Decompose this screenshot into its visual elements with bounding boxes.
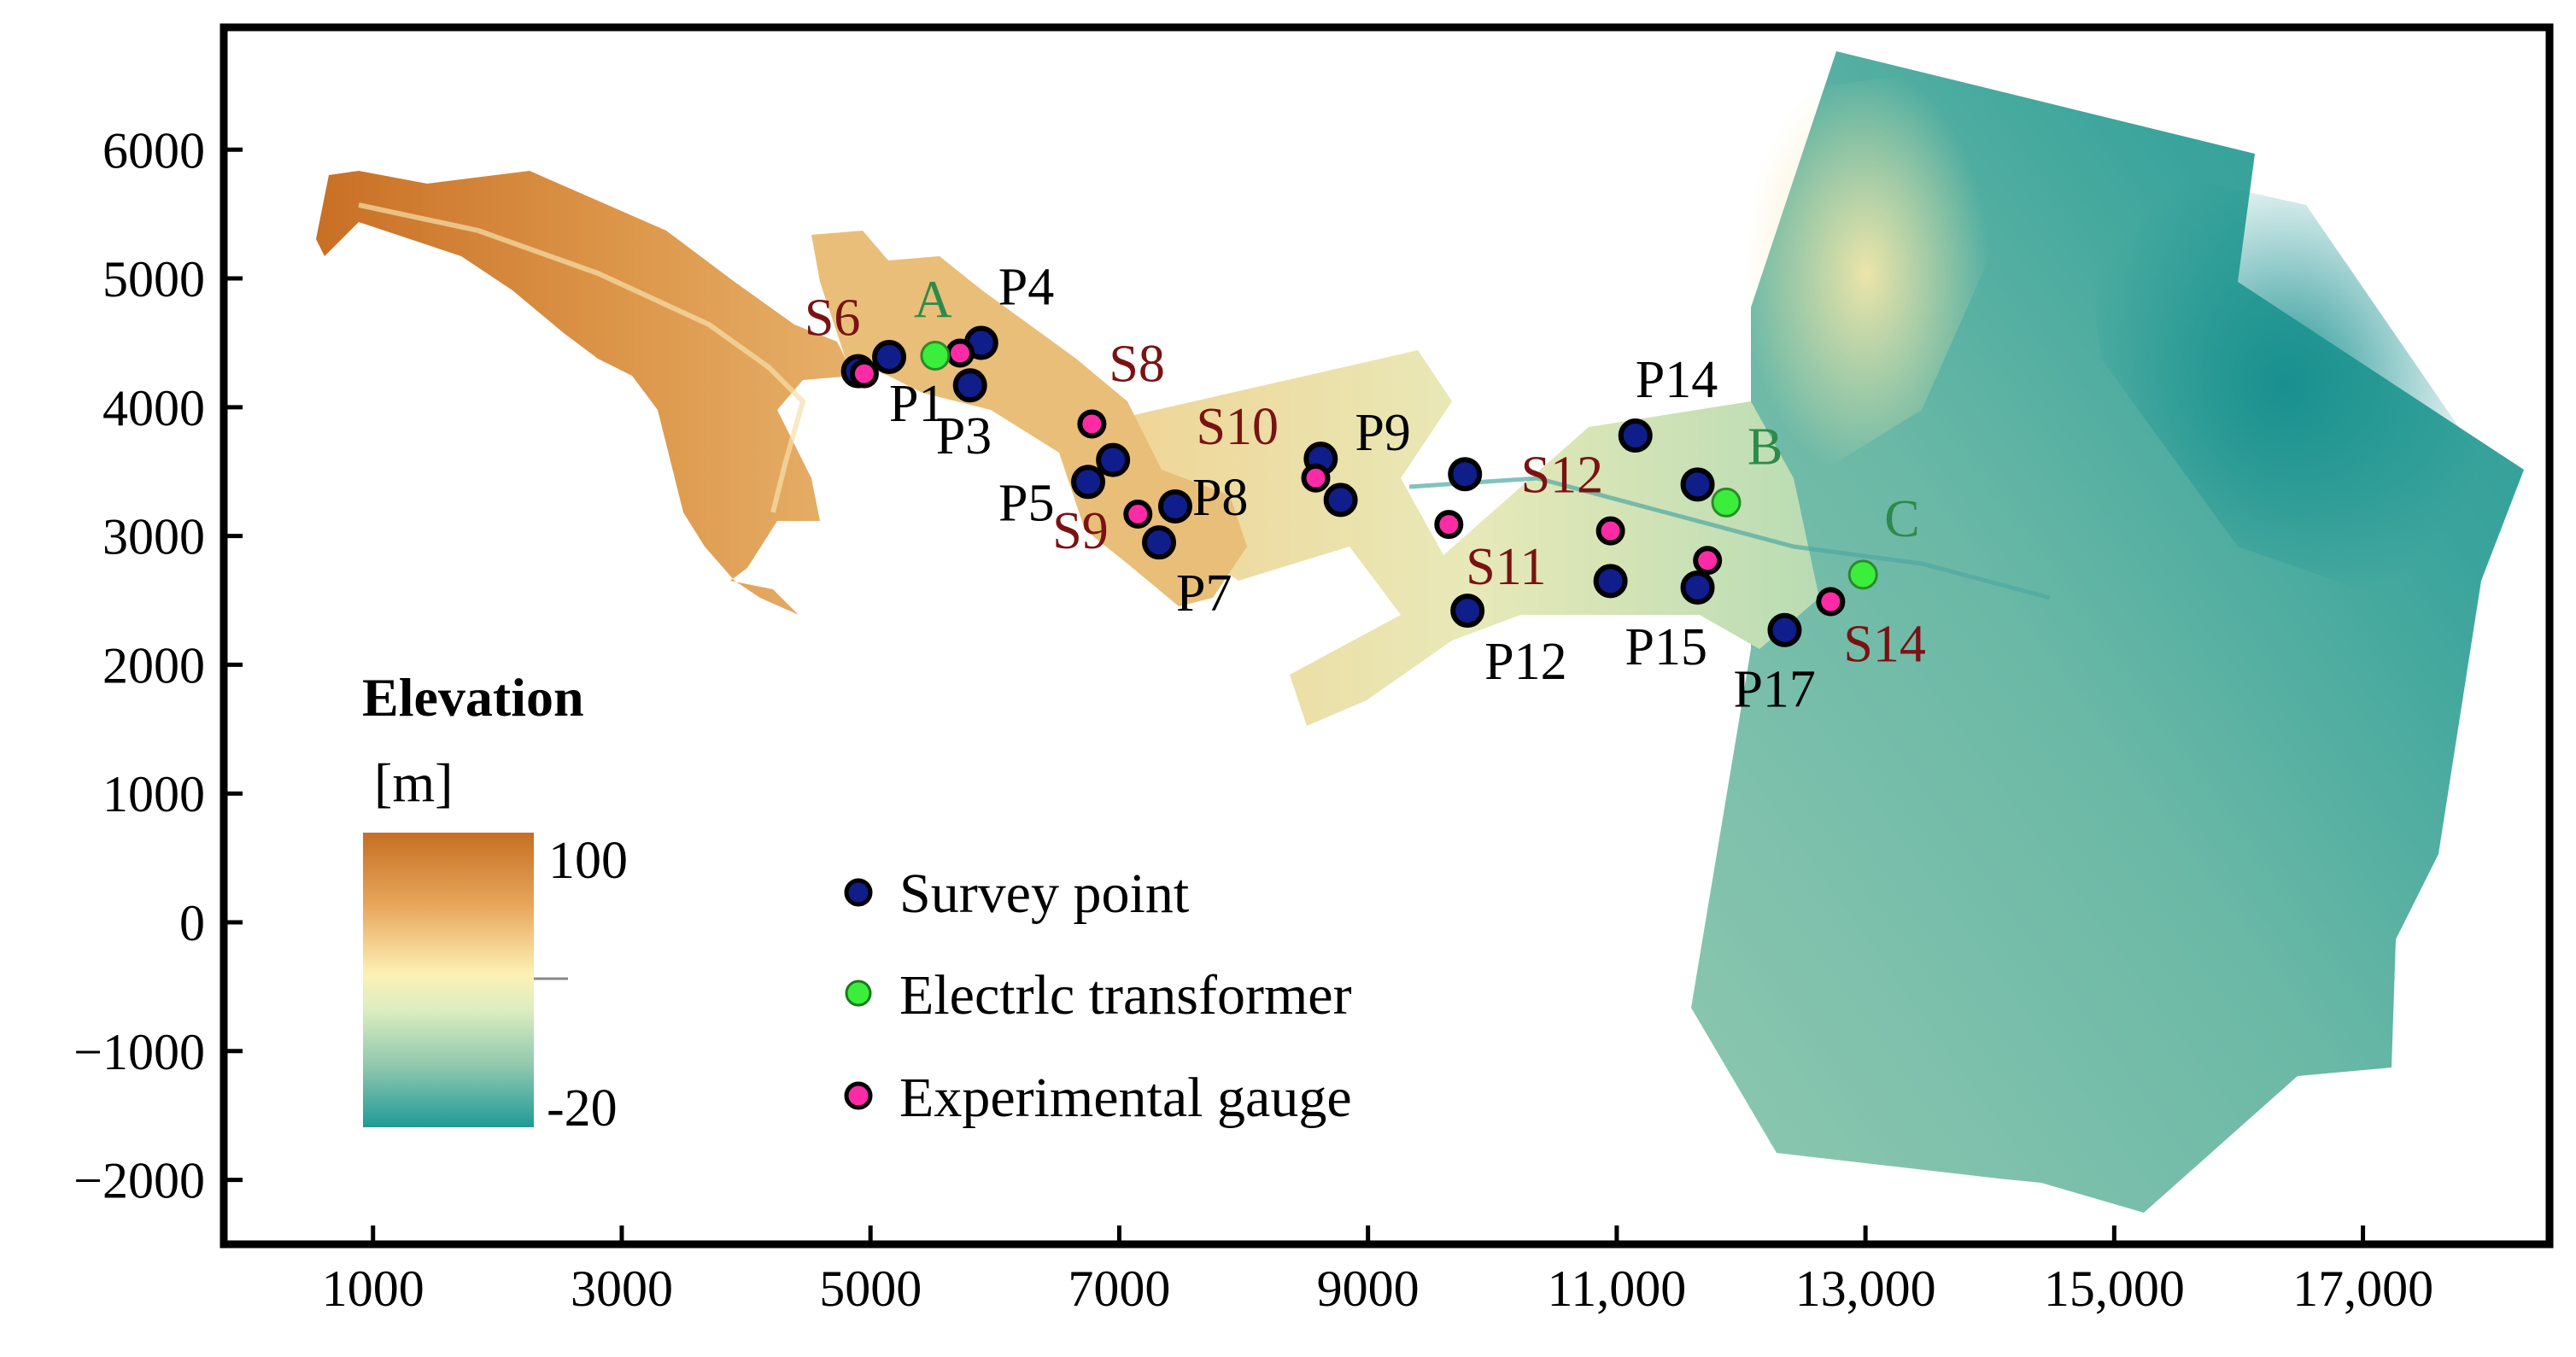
main-stream-line <box>1408 476 2051 600</box>
legend-transformer-label: Electrlc transformer <box>899 964 1352 1027</box>
y-tick-label: −1000 <box>73 1024 205 1080</box>
legend-survey-marker <box>844 878 873 907</box>
colorbar-unit: [m] <box>374 752 453 813</box>
gauge-label: S10 <box>1196 398 1278 456</box>
y-tick-label: 0 <box>179 895 205 951</box>
east-yellow-highland <box>1742 68 1990 478</box>
survey-point-marker <box>1593 564 1628 599</box>
y-tick-label: 4000 <box>102 380 205 436</box>
colorbar: Elevation [m] 100 -20 <box>362 667 628 1138</box>
gauge-marker <box>1123 500 1153 529</box>
survey-point-marker <box>1450 594 1485 629</box>
legend: Survey point Electrlc transformer Experi… <box>844 863 1352 1129</box>
gauge-marker <box>1816 587 1846 617</box>
gauge-marker <box>1434 510 1464 540</box>
x-tick-label: 15,000 <box>2044 1260 2185 1317</box>
colorbar-max-label: 100 <box>548 832 628 890</box>
survey-point-label: P1 <box>889 375 945 433</box>
x-tick-label: 1000 <box>322 1260 424 1317</box>
x-tick-label: 17,000 <box>2292 1260 2433 1317</box>
gauge-marker <box>946 338 975 368</box>
survey-point-marker <box>1096 442 1131 477</box>
x-tick-label: 7000 <box>1068 1260 1170 1317</box>
survey-point-label: P12 <box>1484 633 1566 691</box>
gauge-label: S8 <box>1109 335 1164 393</box>
deep-channel-zone <box>2075 154 2494 615</box>
legend-gauge-label: Experimental gauge <box>899 1067 1352 1129</box>
survey-point-marker <box>1142 525 1177 560</box>
legend-transformer-marker <box>845 980 872 1007</box>
survey-point-marker <box>1448 457 1483 492</box>
gauge-marker <box>849 359 879 389</box>
gauge-marker <box>1693 546 1723 576</box>
gauge-marker <box>1301 463 1331 493</box>
survey-point-marker <box>872 340 907 375</box>
transformer-label: A <box>914 272 952 330</box>
transformer-label: B <box>1748 418 1783 476</box>
survey-point-marker <box>1618 418 1653 453</box>
axes-layer: 1000 3000 5000 7000 9000 11,000 13,000 15,000 17… <box>73 122 2433 1317</box>
survey-point-label: P5 <box>998 474 1054 532</box>
survey-point-marker <box>1071 465 1106 500</box>
x-tick-label: 3000 <box>571 1260 673 1317</box>
y-tick-label: −2000 <box>73 1153 205 1209</box>
transformer-label: C <box>1884 490 1919 548</box>
survey-point-label: P15 <box>1625 618 1707 676</box>
survey-point-marker <box>1323 483 1358 518</box>
y-tick-label: 3000 <box>102 509 205 565</box>
survey-point-label: P9 <box>1355 404 1410 462</box>
upstream-river-terrain <box>316 171 854 615</box>
gauge-marker <box>1077 409 1107 439</box>
gauge-label: S14 <box>1843 616 1925 674</box>
survey-point-marker <box>1680 467 1715 502</box>
colorbar-title: Elevation <box>362 667 584 728</box>
terrain-layer <box>316 51 2524 1213</box>
y-tick-label: 1000 <box>102 766 205 822</box>
y-tick-label: 6000 <box>102 122 205 178</box>
transformer-marker <box>1847 559 1878 590</box>
survey-point-label: P8 <box>1192 469 1248 527</box>
x-tick-label: 13,000 <box>1795 1260 1936 1317</box>
gauge-label: S6 <box>805 290 860 348</box>
colorbar-min-label: -20 <box>547 1079 618 1138</box>
plot-frame <box>220 23 2554 1249</box>
survey-point-marker <box>1157 488 1192 523</box>
legend-survey-label: Survey point <box>899 863 1189 925</box>
gauge-label: S11 <box>1466 538 1546 596</box>
river-centerline <box>358 202 806 513</box>
survey-point-label: P3 <box>936 407 992 465</box>
survey-point-marker <box>952 368 987 403</box>
legend-gauge-marker <box>844 1081 873 1110</box>
survey-point-label: P17 <box>1733 661 1815 719</box>
y-tick-label: 5000 <box>102 251 205 307</box>
colorbar-gradient <box>363 833 534 1127</box>
survey-point-label: P14 <box>1636 351 1718 409</box>
x-tick-label: 11,000 <box>1547 1260 1686 1317</box>
x-tick-label: 9000 <box>1317 1260 1420 1317</box>
y-tick-label: 2000 <box>102 637 205 693</box>
survey-point-label: P4 <box>998 258 1054 316</box>
transformer-marker <box>1711 487 1742 518</box>
x-tick-label: 5000 <box>819 1260 922 1317</box>
survey-point-marker <box>1680 570 1715 605</box>
gauge-label: S9 <box>1052 502 1108 560</box>
gauge-marker <box>1595 516 1625 546</box>
survey-point-label: P7 <box>1176 564 1232 623</box>
gauge-label: S12 <box>1521 447 1603 505</box>
survey-point-marker <box>1767 612 1802 647</box>
transformer-marker <box>920 341 951 371</box>
